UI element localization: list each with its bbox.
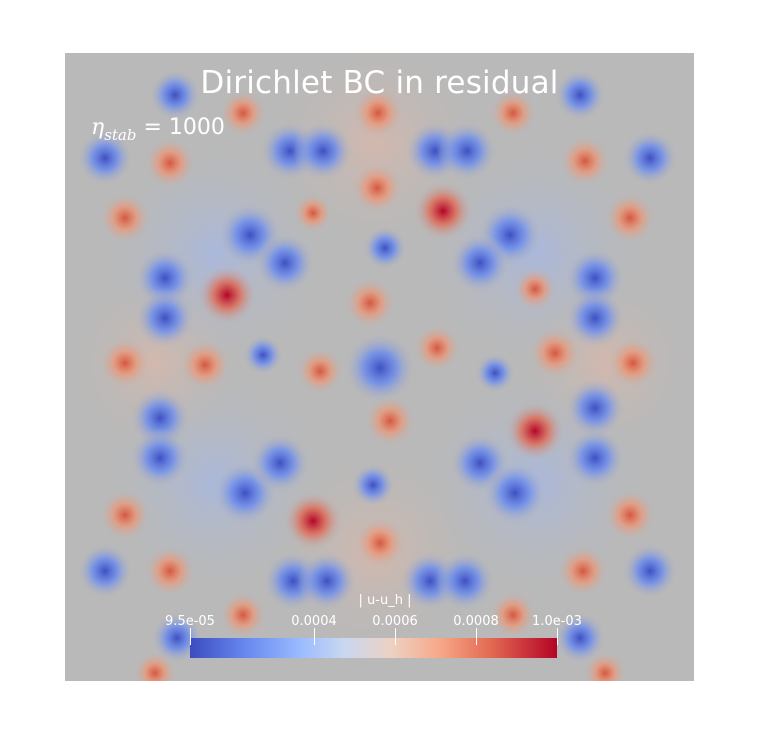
error-blob: [351, 162, 403, 214]
error-blob: [622, 543, 678, 599]
stabilization-annotation: ηstab = 1000: [91, 115, 225, 144]
error-blob: [363, 226, 407, 270]
colorbar: [190, 638, 557, 658]
error-blob: [77, 130, 133, 186]
error-blob: [604, 489, 656, 541]
error-blob: [99, 192, 151, 244]
error-blob: [554, 69, 606, 121]
error-blob: [297, 551, 357, 611]
eta-value: = 1000: [136, 115, 225, 140]
error-blob: [130, 428, 190, 488]
error-blob: [243, 335, 283, 375]
error-blob: [197, 265, 257, 325]
error-blob: [351, 463, 395, 507]
error-blob: [489, 591, 537, 639]
error-blob: [604, 192, 656, 244]
error-blob: [450, 233, 510, 293]
error-blob: [219, 591, 267, 639]
error-blob: [283, 491, 343, 551]
colorbar-tick: [476, 628, 477, 645]
error-blob: [133, 651, 177, 681]
error-blob: [413, 181, 473, 241]
colorbar-tick-label: 0.0006: [372, 614, 418, 629]
error-blob: [344, 277, 396, 329]
error-blob: [489, 89, 537, 137]
colorbar-tick-label: 0.0004: [291, 614, 337, 629]
error-blob: [255, 233, 315, 293]
error-blob: [475, 353, 515, 393]
colorbar-tick-label: 0.0008: [453, 614, 499, 629]
error-blob: [565, 428, 625, 488]
error-blob: [99, 489, 151, 541]
error-blob: [364, 395, 416, 447]
error-blob: [435, 551, 495, 611]
eta-symbol: η: [91, 115, 105, 140]
error-blob: [483, 461, 547, 525]
stab-subscript: stab: [104, 126, 137, 144]
colorbar-title: | u-u_h |: [358, 593, 412, 608]
error-blob: [144, 137, 196, 189]
error-blob: [352, 87, 404, 139]
error-blobs: [65, 53, 694, 681]
error-blob: [513, 267, 557, 311]
field-plot: Dirichlet BC in residual ηstab = 1000 | …: [65, 53, 694, 681]
colorbar-tick-label: 1.0e-03: [532, 614, 582, 629]
error-blob: [135, 288, 195, 348]
error-blob: [250, 433, 310, 493]
error-blob: [179, 339, 231, 391]
error-blob: [565, 378, 625, 438]
error-blob: [554, 612, 606, 664]
error-blob: [293, 121, 353, 181]
error-blob: [344, 332, 416, 404]
error-blob: [293, 193, 333, 233]
error-blob: [505, 401, 565, 461]
error-blob: [565, 288, 625, 348]
error-blob: [219, 89, 267, 137]
error-blob: [65, 273, 245, 453]
plot-title: Dirichlet BC in residual: [200, 65, 559, 101]
colorbar-tick: [190, 628, 191, 645]
error-blob: [622, 130, 678, 186]
error-blob: [607, 337, 659, 389]
colorbar-tick-label: 9.5e-05: [165, 614, 215, 629]
error-blob: [144, 545, 196, 597]
error-field-heatmap: [65, 53, 694, 681]
error-blob: [296, 347, 344, 395]
error-blob: [413, 324, 461, 372]
error-blob: [437, 121, 497, 181]
error-blob: [557, 545, 609, 597]
error-blob: [515, 273, 694, 453]
error-blob: [99, 337, 151, 389]
colorbar-tick: [314, 628, 315, 645]
error-blob: [529, 327, 581, 379]
colorbar-tick: [557, 628, 558, 645]
error-blob: [354, 517, 406, 569]
error-blob: [149, 69, 201, 121]
error-blob: [559, 135, 611, 187]
error-blob: [77, 543, 133, 599]
colorbar-tick: [395, 628, 396, 645]
error-blob: [583, 651, 627, 681]
